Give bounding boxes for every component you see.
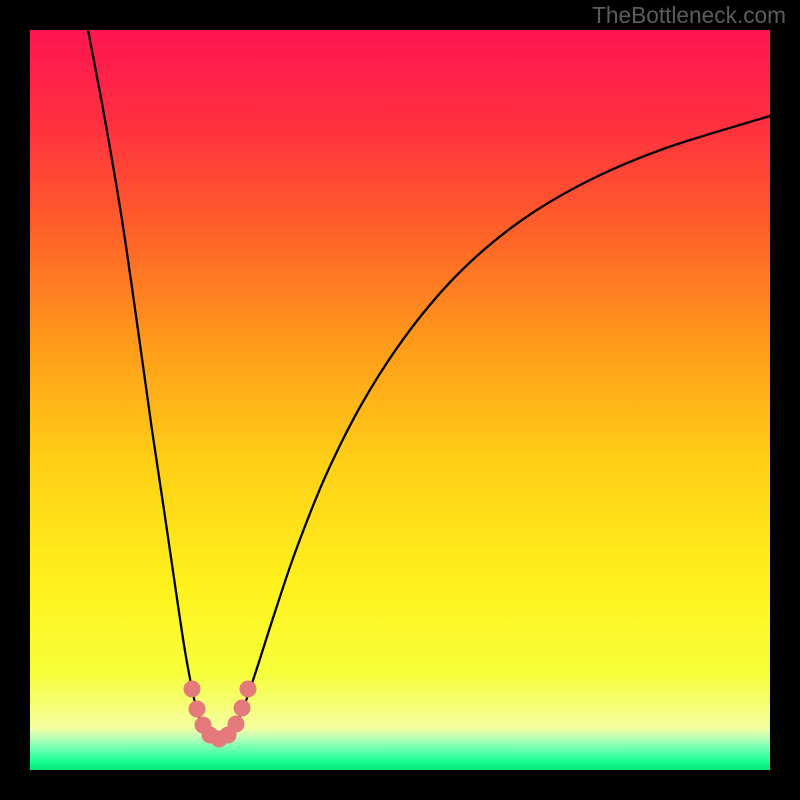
watermark-link[interactable]: TheBottleneck.com <box>592 2 786 29</box>
marker-dot <box>189 701 206 718</box>
marker-dot <box>240 681 257 698</box>
plot-area <box>30 30 770 770</box>
curve-right-branch <box>234 116 770 728</box>
marker-dot <box>234 700 251 717</box>
curve-layer <box>30 30 770 770</box>
marker-group <box>184 681 257 748</box>
marker-dot <box>184 681 201 698</box>
chart-frame: TheBottleneck.com <box>0 0 800 800</box>
marker-dot <box>228 716 245 733</box>
watermark-text: TheBottleneck.com <box>592 2 786 28</box>
curve-left-branch <box>88 30 204 728</box>
